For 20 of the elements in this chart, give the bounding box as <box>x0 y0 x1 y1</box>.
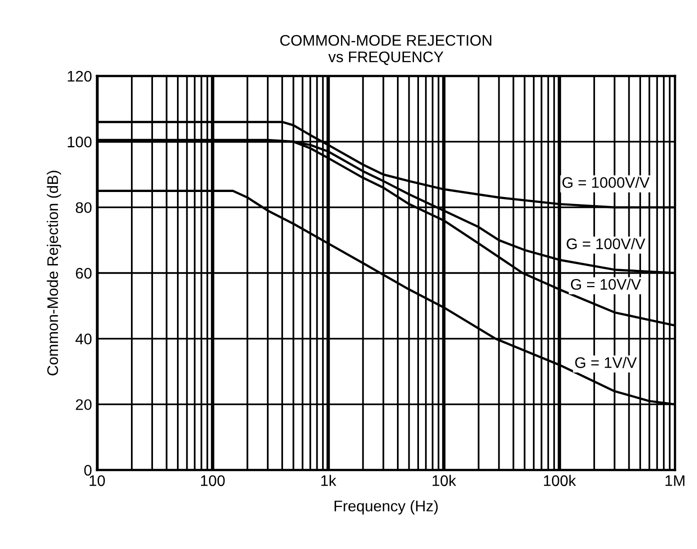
y-tick-label: 40 <box>76 334 92 344</box>
series-label: G = 1V/V <box>575 356 637 368</box>
x-tick-label: 100k <box>544 474 576 486</box>
chart-title: COMMON-MODE REJECTION vs FREQUENCY <box>280 34 492 65</box>
y-tick-label: 120 <box>68 70 92 82</box>
series-label: G = 1000V/V <box>562 176 650 188</box>
y-tick-label: 60 <box>76 268 92 279</box>
x-tick-label: 10 <box>90 475 105 486</box>
y-tick-label: 100 <box>68 136 92 148</box>
x-tick-label: 1k <box>321 474 336 486</box>
series-label: G = 100V/V <box>566 238 646 250</box>
y-tick-label: 80 <box>76 202 92 214</box>
x-axis-title: Frequency (Hz) <box>334 500 438 514</box>
x-tick-label: 100 <box>201 475 225 486</box>
y-tick-label: 0 <box>84 464 92 476</box>
x-tick-label: 10k <box>432 474 456 486</box>
y-tick-label: 20 <box>76 399 92 410</box>
series-label: G = 10V/V <box>570 278 642 290</box>
x-tick-label: 1M <box>666 475 684 486</box>
y-axis-title: Common-Mode Rejection (dB) <box>46 170 62 376</box>
